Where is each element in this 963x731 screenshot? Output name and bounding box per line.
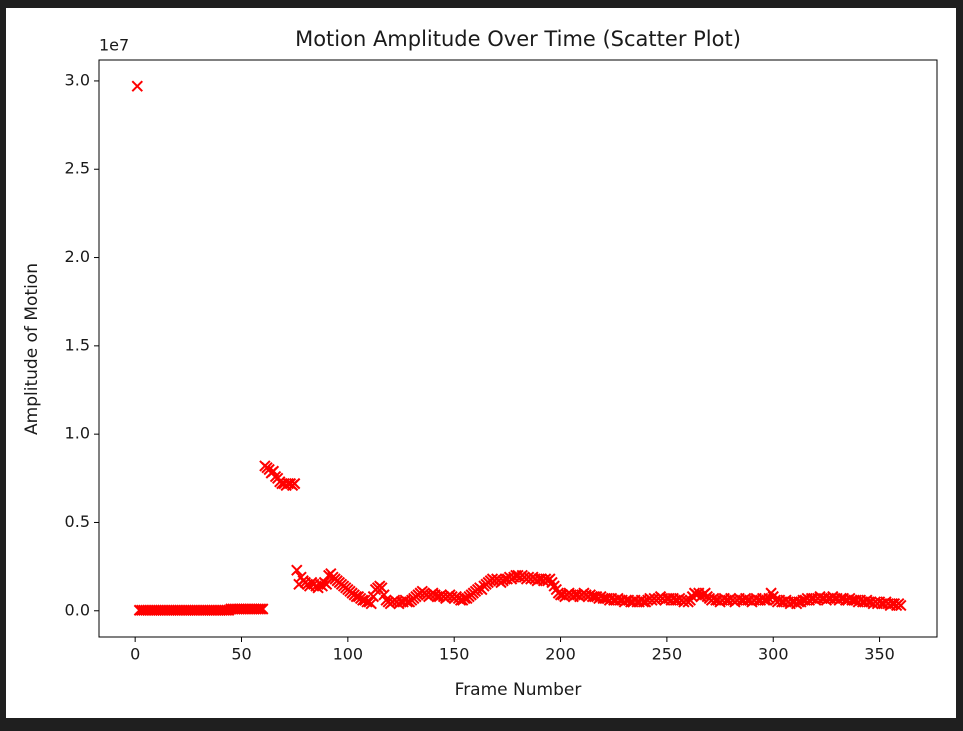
- scatter-point: [846, 594, 858, 606]
- y-axis-label: Amplitude of Motion: [22, 263, 42, 435]
- x-tick-label: 300: [758, 645, 789, 664]
- x-tick-label: 150: [439, 645, 470, 664]
- scatter-point: [291, 564, 303, 576]
- scatter-point: [257, 603, 269, 615]
- scatter-point: [288, 477, 301, 490]
- scatter-point: [252, 603, 265, 615]
- chart-title: Motion Amplitude Over Time (Scatter Plot…: [295, 27, 741, 51]
- y-tick-label: 3.0: [65, 70, 90, 89]
- x-axis-label: Frame Number: [455, 680, 582, 700]
- y-tick-label: 2.0: [65, 247, 90, 266]
- x-tick-label: 250: [652, 645, 683, 664]
- scatter-point: [586, 590, 599, 603]
- x-tick-label: 100: [333, 645, 364, 664]
- scatter-point: [895, 599, 907, 612]
- x-tick-label: 0: [130, 645, 140, 664]
- scatter-point: [367, 590, 380, 603]
- scatter-point: [131, 80, 143, 92]
- scatter-point: [597, 592, 609, 605]
- scatter-point: [365, 598, 377, 610]
- y-tick-label: 0.0: [65, 600, 90, 619]
- scatter-point: [376, 582, 388, 594]
- y-tick-label: 2.5: [65, 159, 90, 178]
- y-tick-label: 1.0: [65, 424, 90, 443]
- y-offset-label: 1e7: [99, 36, 129, 55]
- plot-frame: [98, 59, 938, 638]
- x-tick-label: 200: [545, 645, 576, 664]
- scatter-point: [254, 603, 267, 615]
- y-tick-label: 0.5: [65, 512, 90, 531]
- x-tick-label: 350: [864, 645, 895, 664]
- y-tick-label: 1.5: [65, 335, 90, 354]
- x-tick-label: 50: [231, 645, 251, 664]
